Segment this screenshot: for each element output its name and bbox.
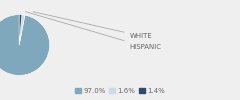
Text: WHITE: WHITE [33,12,152,39]
Wedge shape [19,15,25,45]
Legend: 97.0%, 1.6%, 1.4%: 97.0%, 1.6%, 1.4% [72,85,168,96]
Wedge shape [19,15,22,45]
Text: HISPANIC: HISPANIC [25,12,162,50]
Wedge shape [0,15,50,75]
